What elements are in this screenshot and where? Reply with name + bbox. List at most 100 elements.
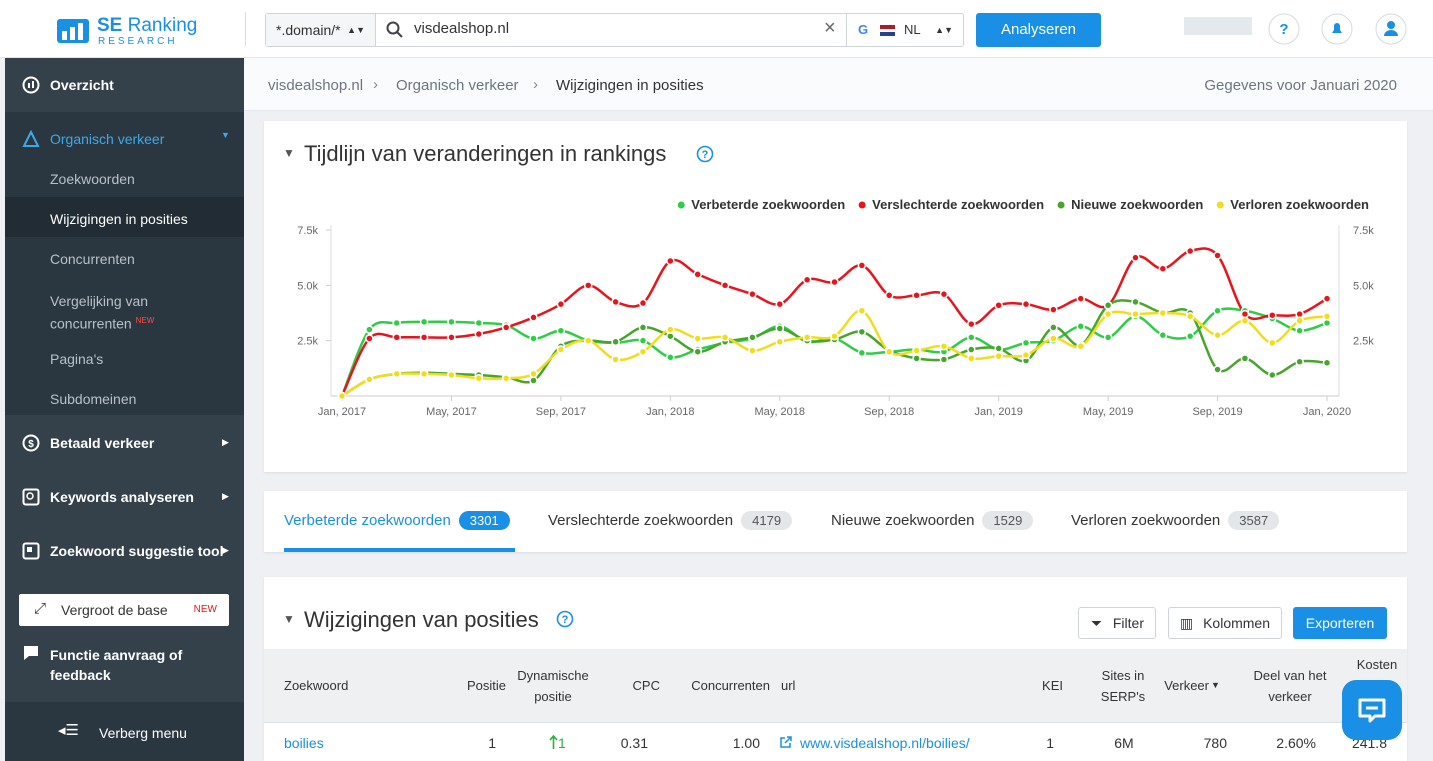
data-point (1322, 312, 1332, 321)
data-point (501, 323, 511, 332)
nav-item[interactable]: Overzicht (50, 77, 114, 93)
data-point (693, 347, 702, 356)
cell: 1 (1046, 735, 1054, 751)
clear-button[interactable]: × (824, 17, 836, 39)
tab-count: 4179 (741, 511, 793, 530)
help-icon[interactable]: ? (556, 610, 574, 628)
search-input[interactable]: visdealshop.nl (414, 20, 510, 37)
legend-item[interactable]: Nieuwe zoekwoorden (1057, 197, 1204, 212)
legend-label: Verloren zoekwoorden (1230, 197, 1369, 212)
data-point (693, 334, 702, 343)
export-button[interactable]: Exporteren (1293, 607, 1387, 639)
cell: 1.00 (732, 735, 760, 751)
data-point (994, 301, 1003, 310)
x-tick-label: Jan, 2018 (646, 406, 694, 418)
column-header[interactable]: KEI (1042, 678, 1063, 693)
data-point (1049, 334, 1058, 343)
nav-subitem[interactable]: Vergelijking van concurrenten NEW (50, 291, 170, 334)
data-point (392, 333, 401, 342)
nav-item[interactable]: Keywords analyseren (50, 489, 194, 505)
legend-marker (1057, 201, 1065, 209)
data-point (1103, 333, 1113, 342)
data-point (392, 318, 401, 328)
domain-select[interactable]: *.domain/* ▲▼ (266, 14, 376, 46)
filter-button[interactable]: ⏷ Filter (1078, 607, 1156, 639)
nav-item[interactable]: Betaald verkeer (50, 435, 155, 451)
active-item (5, 197, 244, 237)
legend-marker (1216, 201, 1224, 209)
y-tick-label: 5.0k (297, 280, 318, 292)
data-point (337, 391, 347, 401)
data-point (748, 346, 757, 355)
data-point (939, 341, 949, 351)
tab[interactable]: Verloren zoekwoorden 3587 (1071, 511, 1280, 530)
tab[interactable]: Verbeterde zoekwoorden 3301 (284, 511, 510, 530)
column-header[interactable]: Concurrenten (691, 678, 770, 693)
collapse-toggle[interactable]: ▼ (283, 612, 295, 626)
legend-item[interactable]: Verbeterde zoekwoorden (677, 197, 845, 212)
chart-title: Tijdlijn van veranderingen in rankings (304, 141, 667, 166)
hide-menu[interactable]: Verberg menu (99, 725, 187, 741)
data-point (611, 355, 620, 364)
breadcrumb[interactable]: visdealshop.nl (268, 77, 364, 94)
data-point (1158, 330, 1168, 340)
column-header[interactable]: Dynamische positie (517, 668, 589, 704)
series-line (340, 307, 1328, 397)
data-point (584, 336, 593, 345)
help-icon[interactable] (1268, 13, 1300, 45)
url-link[interactable]: www.visdealshop.nl/boilies/ (800, 735, 970, 751)
column-header[interactable]: Sites in SERP's (1100, 668, 1146, 704)
column-header[interactable]: CPC (632, 678, 660, 693)
tab[interactable]: Nieuwe zoekwoorden 1529 (831, 511, 1034, 530)
data-point (802, 333, 812, 342)
nav-subitem[interactable]: Pagina's (50, 351, 104, 367)
expand-icon: ⤢ (34, 600, 47, 617)
column-header[interactable]: url (781, 678, 796, 693)
data-point (556, 326, 566, 335)
column-header[interactable]: Zoekwoord (284, 678, 349, 693)
data-point (1021, 338, 1031, 348)
country-select[interactable]: G NL ▲▼ (846, 14, 963, 46)
keyword-link[interactable]: boilies (284, 735, 324, 751)
data-point (1185, 312, 1195, 321)
chart-card (264, 121, 1407, 472)
legend-item[interactable]: Verloren zoekwoorden (1216, 197, 1369, 212)
tab[interactable]: Verslechterde zoekwoorden 4179 (548, 511, 793, 530)
data-point (748, 289, 757, 299)
column-header[interactable]: Positie (466, 678, 506, 693)
nav-item[interactable]: Organisch verkeer (50, 131, 165, 147)
data-point (967, 319, 976, 329)
data-point (912, 291, 921, 300)
icon: $ (22, 434, 40, 452)
column-header[interactable]: Deel van het verkeer (1253, 668, 1327, 704)
chat-button[interactable] (1342, 680, 1402, 740)
nav-subitem[interactable]: Zoekwoorden (50, 171, 135, 187)
column-header[interactable]: Verkeer ▼ (1160, 675, 1220, 696)
data-point (474, 374, 484, 383)
nav-subitem[interactable]: Wijzigingen in posities (50, 211, 188, 227)
caret: ▶ (222, 437, 229, 447)
columns-button[interactable]: ▥ Kolommen (1168, 607, 1282, 639)
analyze-button[interactable]: Analyseren (976, 13, 1101, 47)
x-tick-label: Sep, 2017 (536, 406, 586, 418)
legend-marker (858, 201, 866, 209)
data-point (666, 256, 675, 266)
nav-subitem[interactable]: Subdomeinen (50, 391, 137, 407)
data-point (939, 355, 949, 364)
breadcrumb[interactable]: Organisch verkeer (396, 77, 519, 94)
divider (245, 12, 246, 46)
section-title: Wijzigingen van posities (304, 607, 539, 632)
data-point (1076, 322, 1085, 331)
nav-item[interactable]: Functie aanvraag of feedback (50, 647, 183, 683)
help-icon[interactable]: ? (696, 145, 714, 163)
legend-item[interactable]: Verslechterde zoekwoorden (858, 197, 1045, 212)
nav-item[interactable]: Zoekwoord suggestie tool (50, 543, 224, 559)
nav-subitem[interactable]: Concurrenten (50, 251, 135, 267)
column-header[interactable]: Kosten (1356, 657, 1398, 672)
collapse-toggle[interactable]: ▼ (283, 146, 295, 160)
data-point (857, 348, 867, 358)
grow-box[interactable]: ⤢ Vergroot de base NEW (19, 594, 229, 626)
domain-mode: *.domain/* (276, 22, 341, 38)
data-point (775, 299, 785, 309)
y-tick-label: 2.5k (297, 336, 318, 348)
